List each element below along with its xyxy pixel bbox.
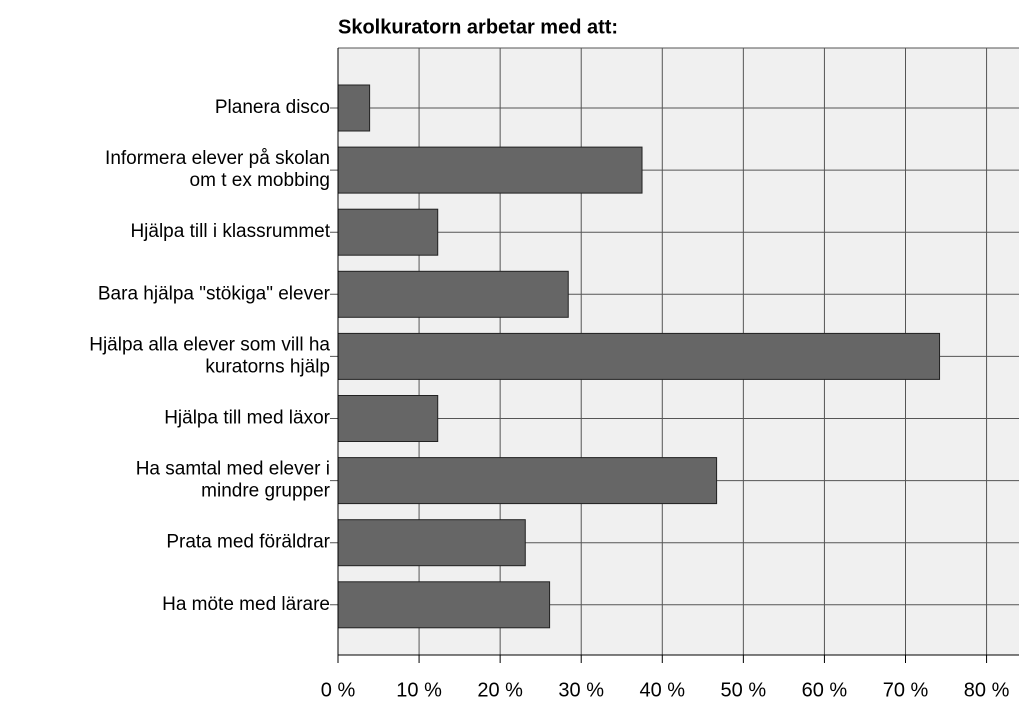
bar <box>337 395 439 442</box>
bar <box>337 84 371 132</box>
x-tick-label: 30 % <box>558 679 604 701</box>
y-tick-label: Hjälpa till med läxor <box>164 408 330 429</box>
bar <box>337 457 718 505</box>
bar <box>337 332 941 380</box>
y-tick-label: Hjälpa till i klassrummet <box>130 221 330 242</box>
y-tick-label: Informera elever på skolan om t ex mobbin… <box>105 148 330 191</box>
bar <box>337 519 526 567</box>
x-tick-label: 20 % <box>477 679 523 701</box>
y-tick-label: Ha möte med lärare <box>162 594 330 615</box>
x-tick-label: 70 % <box>883 679 929 701</box>
x-tick-label: 10 % <box>396 679 442 701</box>
y-tick-label: Planera disco <box>215 97 330 118</box>
bar <box>337 581 551 629</box>
bar <box>337 208 439 256</box>
x-tick-label: 80 % <box>964 679 1010 701</box>
y-tick-label: Bara hjälpa "stökiga" elever <box>98 283 331 304</box>
chart-title: Skolkuratorn arbetar med att: <box>338 16 618 38</box>
y-tick-label: Prata med föräldrar <box>166 532 330 553</box>
bar <box>337 146 643 194</box>
y-tick-label: Ha samtal med elever i mindre grupper <box>136 459 331 502</box>
y-tick-label: Hjälpa alla elever som vill ha kuratorns … <box>89 334 330 377</box>
x-tick-label: 50 % <box>721 679 767 701</box>
bar <box>337 270 569 318</box>
x-tick-label: 0 % <box>321 679 356 701</box>
x-tick-label: 40 % <box>639 679 685 701</box>
x-tick-label: 60 % <box>802 679 848 701</box>
